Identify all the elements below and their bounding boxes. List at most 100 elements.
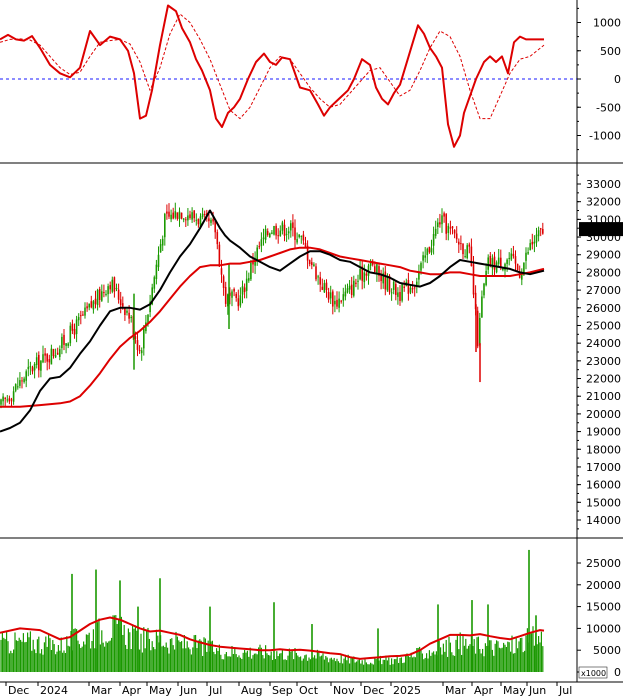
volume-bar (458, 649, 460, 672)
candle-body (88, 303, 90, 308)
volume-bar (230, 656, 232, 672)
volume-bar (249, 647, 251, 672)
candle-body (35, 357, 38, 366)
volume-bar (540, 631, 542, 672)
candle-body (178, 211, 181, 219)
candle-body (506, 259, 508, 264)
volume-bar (62, 652, 64, 672)
volume-bar (112, 615, 114, 672)
volume-bar (56, 651, 58, 672)
volume-bar (461, 654, 463, 672)
candle-body (296, 239, 298, 243)
volume-bar (480, 653, 482, 672)
volume-bar (329, 658, 331, 672)
candle-body (27, 366, 30, 370)
volume-bar (479, 649, 481, 672)
volume-bar (515, 637, 517, 672)
candle-body (52, 348, 55, 356)
volume-bar (386, 660, 388, 672)
volume-bar (490, 640, 492, 672)
volume-bar (323, 659, 325, 672)
volume-bar (533, 645, 535, 672)
volume-bar (434, 654, 436, 672)
candle-body (407, 280, 410, 294)
volume-bar (253, 653, 255, 672)
candle-body (224, 286, 227, 304)
candle-body (42, 354, 44, 363)
price-tick-label: 18000 (586, 443, 621, 456)
volume-bar (511, 635, 513, 672)
candle-body (122, 303, 124, 307)
candle-body (210, 219, 212, 223)
volume-bar (241, 658, 243, 672)
volume-bar (356, 661, 358, 672)
candle-body (176, 212, 179, 219)
candle-body (346, 288, 349, 293)
candle-body (462, 243, 464, 255)
volume-bar (6, 632, 8, 672)
volume-bar (102, 642, 104, 672)
volume-bar (1, 632, 3, 672)
volume-bar (343, 658, 345, 672)
candle-body (491, 258, 494, 269)
volume-bar (347, 654, 349, 672)
volume-bar (36, 639, 38, 672)
candle-body (130, 317, 132, 319)
candle-body (422, 255, 424, 261)
volume-bar (118, 618, 120, 672)
volume-tick-label: 0 (614, 666, 621, 679)
candle-body (269, 233, 271, 238)
volume-bar (309, 659, 311, 672)
candle-body (164, 213, 166, 238)
volume-bar (38, 636, 40, 672)
volume-bar (181, 641, 183, 672)
volume-bar (426, 653, 428, 672)
candle-body (212, 219, 214, 222)
volume-bar (326, 657, 328, 672)
volume-bar (29, 631, 31, 672)
volume-bar (154, 649, 156, 672)
volume-bar (193, 635, 195, 672)
volume-bar (237, 657, 239, 672)
volume-bar (360, 663, 362, 672)
candle-body (23, 378, 25, 382)
candle-body (277, 235, 279, 237)
candle-body (140, 350, 143, 354)
volume-bar (168, 653, 170, 672)
price-tick-label: 33000 (586, 178, 621, 191)
volume-bar (395, 659, 397, 672)
candle-body (437, 222, 439, 228)
volume-bar (64, 652, 66, 672)
volume-unit-label: x1000 (581, 669, 606, 678)
volume-bar (293, 659, 295, 672)
candle-body (483, 283, 485, 296)
candle-body (510, 253, 513, 260)
volume-bar (251, 658, 253, 672)
candle-body (109, 285, 111, 290)
candle-body (445, 214, 447, 234)
candle-body (172, 212, 174, 219)
candle-body (241, 286, 244, 295)
volume-bar (445, 639, 447, 672)
volume-bar (126, 648, 128, 672)
candle-body (40, 360, 42, 371)
price-tick-label: 20000 (586, 408, 621, 421)
volume-bar (388, 657, 390, 672)
price-panel: 3300032000310003000029000280002700026000… (0, 174, 623, 530)
candle-body (199, 216, 202, 227)
candle-body (319, 277, 321, 285)
volume-bar (441, 654, 443, 672)
moving-average-red (0, 246, 545, 408)
volume-bar (463, 645, 465, 672)
candle-body (395, 283, 397, 295)
candle-body (180, 212, 183, 219)
volume-bar (270, 651, 272, 672)
volume-bar (256, 654, 258, 672)
candle-body (90, 301, 93, 308)
candle-body (447, 225, 450, 233)
volume-bar (473, 639, 475, 672)
volume-bar (498, 647, 500, 672)
volume-bar (206, 651, 208, 672)
volume-bar (449, 642, 451, 672)
candle-body (449, 227, 452, 229)
